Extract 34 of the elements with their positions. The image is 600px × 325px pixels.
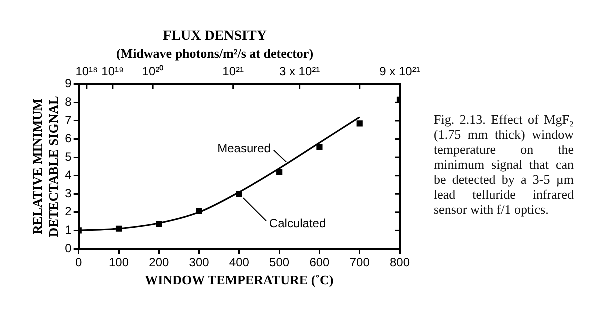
y-tick-label: 2 <box>65 204 72 219</box>
y-axis-title: RELATIVE MINIMUM DETECTABLE SIGNAL <box>30 96 61 238</box>
x-tick-label: 500 <box>270 256 290 270</box>
text: 10¹⁸ <box>76 64 98 79</box>
y-tick-label: 5 <box>65 150 72 164</box>
x-tick-label: 800 <box>390 256 410 270</box>
caption: Fig. 2.13. Effect of MgF₂ (1.75 mm thick) window temperature on the minimum signal that can be detected by a 3-5 µm lead telluride infrared sensor with f/1 optics. <box>434 112 574 217</box>
x-tick-label: 300 <box>189 256 210 270</box>
x-tick-label: 700 <box>350 256 370 270</box>
x-axis-title: WINDOW TEMPERATURE (˚C) <box>145 272 334 288</box>
y-tick-label: 6 <box>65 132 72 146</box>
x-tick-label: 400 <box>229 256 250 270</box>
y-tick-label: 3 <box>65 186 72 200</box>
y-tick-label: 0 <box>65 241 72 256</box>
text: 10²¹ <box>222 64 244 79</box>
y-tick-label: 8 <box>65 95 72 109</box>
y-tick-label: 7 <box>65 113 72 128</box>
x-tick-label: 100 <box>109 256 130 270</box>
y-tick-label: 4 <box>65 168 72 182</box>
point <box>356 120 363 127</box>
legend-label: Measured <box>218 142 271 156</box>
text: 3 x 10²¹ <box>279 64 320 79</box>
chart-title: FLUX DENSITY <box>163 29 267 44</box>
x-tick-label: 600 <box>310 256 330 270</box>
text: 10¹⁹ <box>102 64 124 79</box>
y-tick-label: 1 <box>65 223 72 238</box>
x-tick-label: 200 <box>149 256 170 270</box>
chart-subtitle: (Midwave photons/m²/s at detector) <box>116 46 314 61</box>
text: 10²⁰ <box>142 64 164 79</box>
point <box>316 144 323 151</box>
text: 9 x 10²¹ <box>380 64 420 79</box>
x-tick-label: 0 <box>76 256 83 270</box>
text: Calculated <box>269 216 326 230</box>
y-tick-label: 9 <box>65 76 72 91</box>
